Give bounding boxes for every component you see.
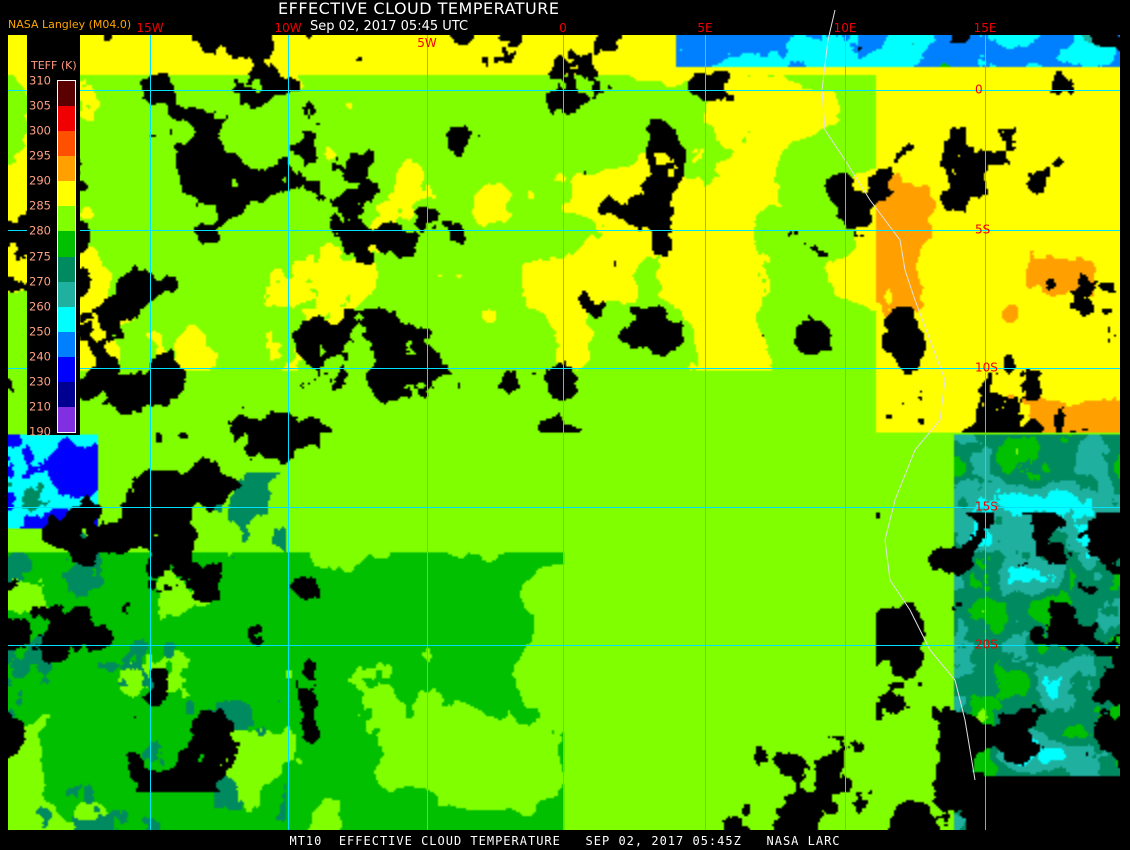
map-timestamp: Sep 02, 2017 05:45 UTC [310, 19, 469, 34]
longitude-label: 5W [417, 36, 437, 50]
meridian-line [427, 35, 428, 830]
meridian-line [705, 35, 706, 830]
legend-tick: 190 [29, 424, 51, 439]
map-title: EFFECTIVE CLOUD TEMPERATURE [278, 0, 560, 18]
latitude-label: 10S [975, 360, 998, 375]
legend-tick: 275 [29, 249, 51, 263]
legend-swatch [58, 231, 75, 257]
meridian-line [985, 35, 986, 830]
legend-swatch [58, 256, 75, 282]
legend-swatch [58, 407, 75, 433]
latitude-label: 15S [975, 499, 998, 514]
meridian-line [845, 35, 846, 830]
parallel-line [8, 230, 1120, 231]
latitude-label: 20S [975, 637, 998, 652]
legend-colorbar [57, 80, 76, 433]
legend-swatch [58, 156, 75, 182]
meridian-line [563, 35, 564, 830]
legend-swatch [58, 206, 75, 232]
parallel-line [8, 90, 1120, 91]
legend-swatch [58, 281, 75, 307]
legend-tick: 300 [29, 123, 51, 138]
parallel-line [8, 507, 1120, 508]
longitude-label: 0 [559, 21, 567, 35]
latitude-label: 5S [975, 222, 991, 237]
legend-tick: 250 [29, 324, 51, 339]
legend-swatch [58, 181, 75, 207]
legend-tick: 210 [29, 399, 51, 414]
longitude-label: 15W [136, 21, 164, 35]
legend-tick: 230 [29, 374, 51, 389]
legend-tick: 285 [29, 198, 51, 213]
legend-tick: 240 [29, 349, 51, 364]
legend-tick: 280 [29, 223, 51, 238]
legend-swatch [58, 81, 75, 107]
legend-swatch [58, 381, 75, 408]
color-legend: TEFF (K) 310 305 300 295 290 285 280 275 270 260 2… [27, 35, 80, 438]
legend-swatch [58, 131, 75, 157]
latitude-label: 0 [975, 82, 983, 97]
legend-swatch [58, 356, 75, 382]
footer-caption: MT10 EFFECTIVE CLOUD TEMPERATURE SEP 02,… [289, 834, 841, 848]
agency-label: NASA Langley (M04.0) [8, 18, 132, 31]
cloud-temperature-map [8, 35, 1120, 830]
longitude-label: 10E [833, 21, 857, 35]
longitude-label: 15E [973, 21, 997, 35]
legend-tick: 290 [29, 173, 51, 188]
parallel-line [8, 645, 1120, 646]
legend-tick: 305 [29, 98, 51, 113]
meridian-line [288, 35, 289, 830]
longitude-label: 10W [274, 21, 302, 35]
parallel-line [8, 368, 1120, 369]
legend-swatch [58, 331, 75, 357]
legend-tick: 310 [29, 73, 51, 88]
legend-tick: 260 [29, 299, 51, 314]
meridian-line [150, 35, 151, 830]
legend-tick: 295 [29, 148, 51, 163]
legend-swatch [58, 306, 75, 332]
legend-title: TEFF (K) [31, 59, 77, 72]
legend-swatch [58, 106, 75, 132]
legend-tick: 270 [29, 274, 51, 289]
longitude-label: 5E [697, 21, 713, 35]
